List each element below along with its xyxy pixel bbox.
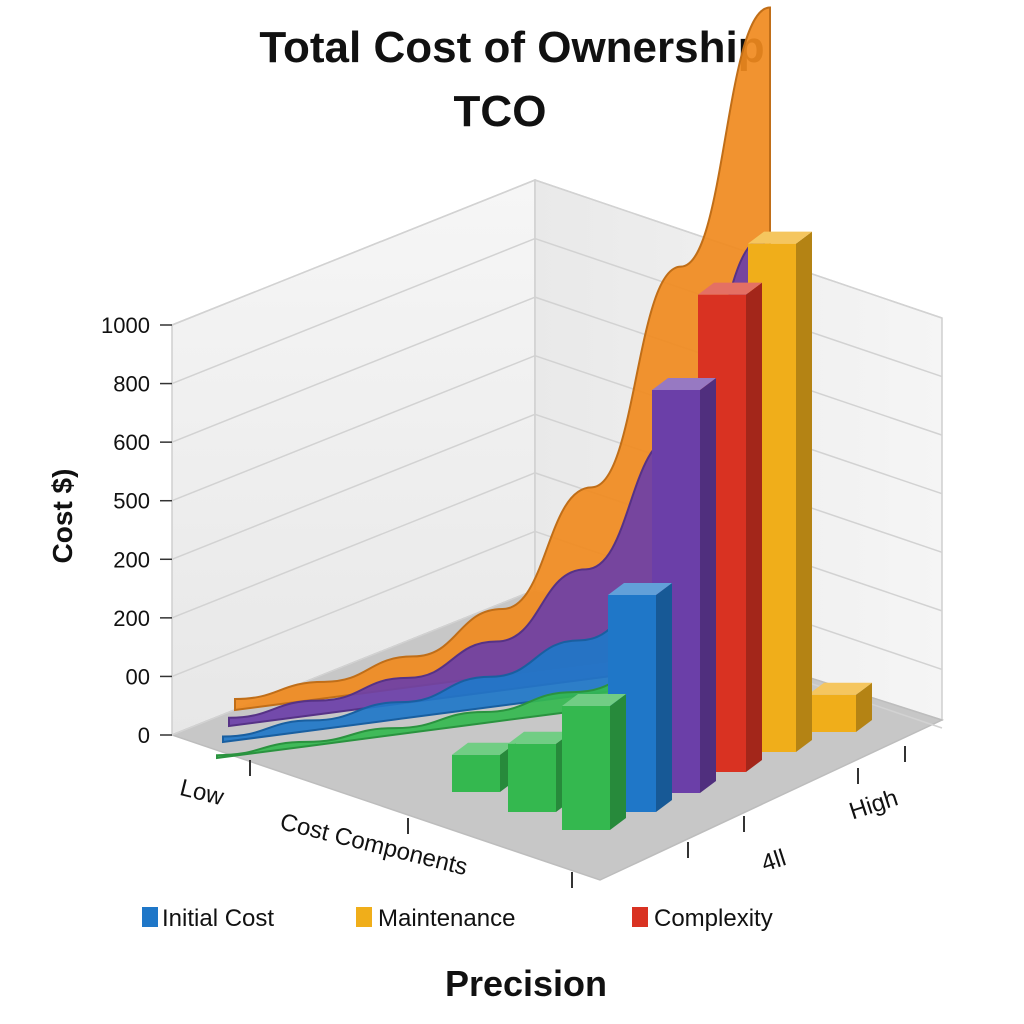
bar-7-side [856,682,872,732]
y-axis-label: Cost $) [47,469,78,564]
bar-2-front [562,706,610,830]
legend-label-complexity: Complexity [654,905,773,932]
bar-3-side [656,583,672,812]
legend-label-maintenance: Maintenance [378,905,515,932]
axis-tick-marks [249,746,906,888]
y-tick-label-0: 0 [138,723,150,748]
x-axis-title: Precision [445,963,607,1004]
bar-5-top [698,282,762,295]
bar-1-top [508,731,572,744]
bar-7-front [808,694,856,732]
y-tick-label-7: 1000 [101,313,150,338]
bar-7-top [808,682,872,695]
gridline-left-3 [171,413,536,560]
bar-2-top [562,694,626,706]
gridline-left-0 [171,589,536,736]
gridline-left-4 [171,355,536,502]
gridline-left-5 [171,296,536,443]
legend-swatch-complexity [632,907,648,927]
bar-0 [452,742,516,792]
bar-0-top [452,742,516,755]
bar-6-side [796,231,812,753]
legend: Initial Cost Maintenance Complexity [142,905,773,932]
gridline-left-7 [171,179,536,326]
bar-3-top [608,583,672,595]
y-tick-label-2: 200 [113,606,150,631]
gridline-left-1 [171,530,536,678]
z-axis-label-all: 4ll [758,844,789,877]
bars [452,231,872,830]
legend-swatch-initial-cost [142,907,158,927]
bar-5-side [746,282,762,772]
gridline-left-6 [171,237,536,385]
chart-subtitle: TCO [454,87,547,136]
y-tick-label-6: 800 [113,372,150,397]
bar-1-front [508,743,556,812]
chart-title: Total Cost of Ownership [259,23,764,72]
bar-2-side [610,694,626,830]
y-tick-label-3: 200 [113,547,150,572]
gridline-left-2 [171,472,536,619]
bar-4-top [652,378,716,390]
y-tick-label-5: 600 [113,430,150,455]
y-tick-label-4: 500 [113,489,150,514]
legend-label-initial-cost: Initial Cost [162,905,274,932]
bar-4-side [700,378,716,793]
z-axis-label-high: High [846,784,901,825]
y-tick-label-1: 00 [126,664,150,689]
bar-6-top [748,231,812,244]
legend-swatch-maintenance [356,907,372,927]
bar-2 [562,694,626,830]
x-axis-label-low: Low [177,774,227,811]
bar-7 [808,682,872,732]
bar-0-front [452,754,500,792]
